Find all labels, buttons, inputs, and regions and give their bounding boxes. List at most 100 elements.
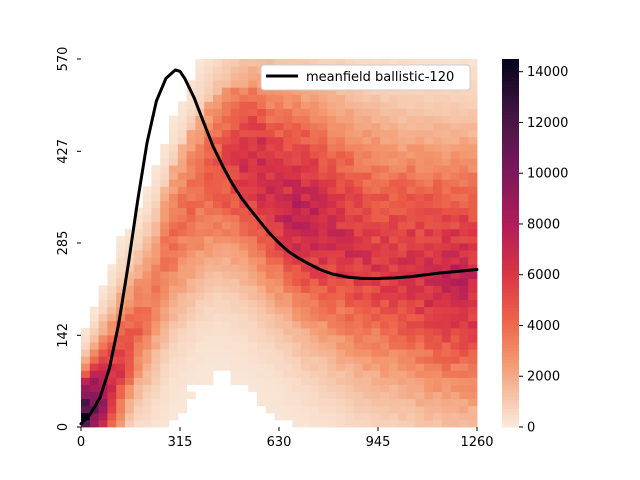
heatmap-cell (353, 158, 363, 166)
heatmap-cell (239, 143, 249, 152)
heatmap-cell (125, 342, 135, 350)
heatmap-cell (160, 271, 170, 279)
heatmap-cell (160, 398, 170, 407)
heatmap-cell (204, 143, 214, 152)
colorbar-segment (502, 160, 519, 164)
heatmap-cell (397, 151, 407, 159)
heatmap-cell (468, 87, 478, 95)
heatmap-cell (230, 299, 240, 308)
heatmap-cell (221, 306, 231, 315)
colorbar-segment (502, 187, 519, 192)
heatmap-cell (274, 101, 284, 109)
heatmap-cell (186, 250, 196, 258)
heatmap-cell (133, 419, 143, 428)
heatmap-cell (371, 143, 381, 152)
heatmap-cell (265, 243, 275, 251)
colorbar-segment (502, 261, 519, 265)
heatmap-cell (433, 278, 443, 286)
heatmap-cell (195, 87, 205, 95)
heatmap-cell (327, 101, 337, 109)
heatmap-cell (186, 122, 196, 131)
heatmap-cell (204, 73, 214, 81)
heatmap-cell (424, 299, 434, 308)
heatmap-cell (389, 228, 399, 237)
heatmap-cell (371, 101, 381, 109)
heatmap-cell (406, 207, 416, 216)
heatmap-cell (213, 356, 223, 364)
heatmap-cell (468, 370, 478, 378)
heatmap-cell (389, 179, 399, 187)
heatmap-cell (292, 405, 302, 414)
heatmap-cell (380, 151, 390, 159)
heatmap-cell (98, 405, 108, 414)
heatmap-cell (433, 363, 443, 371)
heatmap-cell (380, 59, 390, 67)
heatmap-cell (327, 151, 337, 159)
heatmap-cell (107, 313, 117, 322)
heatmap-cell (441, 257, 451, 265)
heatmap-cell (265, 250, 275, 258)
heatmap-cell (371, 94, 381, 102)
heatmap-cell (301, 94, 311, 102)
heatmap-cell (169, 179, 179, 187)
heatmap-cell (169, 299, 179, 308)
heatmap-cell (380, 193, 390, 201)
heatmap-cell (248, 342, 258, 350)
heatmap-cell (397, 243, 407, 251)
colorbar-segment (502, 264, 519, 269)
heatmap-cell (160, 313, 170, 322)
heatmap-cell (371, 384, 381, 393)
heatmap-cell (195, 80, 205, 88)
heatmap-cell (265, 327, 275, 336)
heatmap-cell (318, 108, 328, 117)
heatmap-cell (169, 398, 179, 407)
heatmap-cell (406, 327, 416, 336)
heatmap-cell (133, 221, 143, 230)
heatmap-cell (459, 306, 469, 315)
heatmap-cell (371, 87, 381, 95)
heatmap-cell (397, 101, 407, 109)
heatmap-cell (309, 377, 319, 385)
heatmap-cell (459, 186, 469, 194)
heatmap-cell (230, 129, 240, 138)
heatmap-cell (204, 179, 214, 187)
heatmap-cell (415, 243, 425, 251)
heatmap-cell (380, 356, 390, 364)
heatmap-cell (142, 363, 152, 371)
heatmap-cell (450, 214, 460, 223)
heatmap-cell (160, 292, 170, 301)
heatmap-cell (204, 101, 214, 109)
heatmap-cell (406, 285, 416, 293)
heatmap-cell (195, 143, 205, 152)
heatmap-cell (309, 172, 319, 180)
heatmap-cell (362, 306, 372, 315)
heatmap-cell (169, 377, 179, 385)
heatmap-cell (257, 384, 267, 393)
heatmap-cell (221, 73, 231, 81)
heatmap-cell (292, 172, 302, 180)
heatmap-cell (221, 108, 231, 117)
heatmap-cell (353, 391, 363, 400)
colorbar-segment (502, 384, 519, 388)
heatmap-cell (468, 108, 478, 117)
heatmap-cell (397, 335, 407, 343)
heatmap-cell (345, 179, 355, 187)
heatmap-cell (169, 193, 179, 201)
heatmap-cell (107, 370, 117, 378)
heatmap-cell (345, 158, 355, 166)
heatmap-cell (353, 278, 363, 286)
heatmap-cell (133, 370, 143, 378)
heatmap-cell (301, 115, 311, 124)
heatmap-cell (441, 179, 451, 187)
heatmap-cell (274, 172, 284, 180)
heatmap-cell (274, 306, 284, 315)
heatmap-cell (459, 320, 469, 329)
heatmap-cell (160, 405, 170, 414)
heatmap-cell (133, 384, 143, 393)
heatmap-cell (309, 278, 319, 286)
heatmap-cell (345, 186, 355, 194)
heatmap-cell (89, 384, 99, 393)
heatmap-cell (415, 186, 425, 194)
heatmap-cell (283, 384, 293, 393)
heatmap-cell (353, 143, 363, 152)
